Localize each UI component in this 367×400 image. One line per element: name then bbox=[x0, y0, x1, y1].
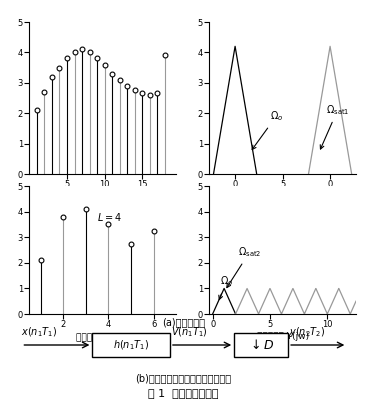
Text: $y(n_2T_2)$: $y(n_2T_2)$ bbox=[289, 325, 325, 339]
Text: $\downarrow D$: $\downarrow D$ bbox=[248, 338, 275, 352]
Text: $\mathit{\Omega}_o$: $\mathit{\Omega}_o$ bbox=[219, 274, 233, 300]
Bar bbox=[92, 333, 170, 357]
Text: $\mathit{\Omega}_o$: $\mathit{\Omega}_o$ bbox=[252, 109, 283, 150]
Text: $\mathit{\Omega}_{\rm sat2}$: $\mathit{\Omega}_{\rm sat2}$ bbox=[227, 245, 261, 288]
X-axis label: 抽样后序列 Y(n2): 抽样后序列 Y(n2) bbox=[76, 332, 130, 341]
Text: $V(n_1T_1)$: $V(n_1T_1)$ bbox=[171, 326, 207, 339]
X-axis label: 原始序列频谱 x(jw): 原始序列频谱 x(jw) bbox=[254, 192, 311, 201]
X-axis label: 抽样后序列 Y(jw): 抽样后序列 Y(jw) bbox=[257, 332, 309, 341]
Bar bbox=[234, 333, 288, 357]
Text: $\mathit{L}=4$: $\mathit{L}=4$ bbox=[97, 210, 122, 222]
Text: (b)零有抗混选滤波器的抽取器框图: (b)零有抗混选滤波器的抽取器框图 bbox=[135, 373, 232, 383]
Text: $h(n_1T_1)$: $h(n_1T_1)$ bbox=[113, 338, 149, 352]
Text: $\mathit{\Omega}_{\rm sat1}$: $\mathit{\Omega}_{\rm sat1}$ bbox=[320, 103, 349, 149]
Text: 图 1  抽取及实现框图: 图 1 抽取及实现框图 bbox=[148, 388, 219, 398]
Text: (a)抽取示意图: (a)抽取示意图 bbox=[162, 317, 205, 327]
Text: $x(n_1T_1)$: $x(n_1T_1)$ bbox=[21, 326, 58, 339]
X-axis label: 原始序列 x(n1): 原始序列 x(n1) bbox=[79, 192, 127, 201]
